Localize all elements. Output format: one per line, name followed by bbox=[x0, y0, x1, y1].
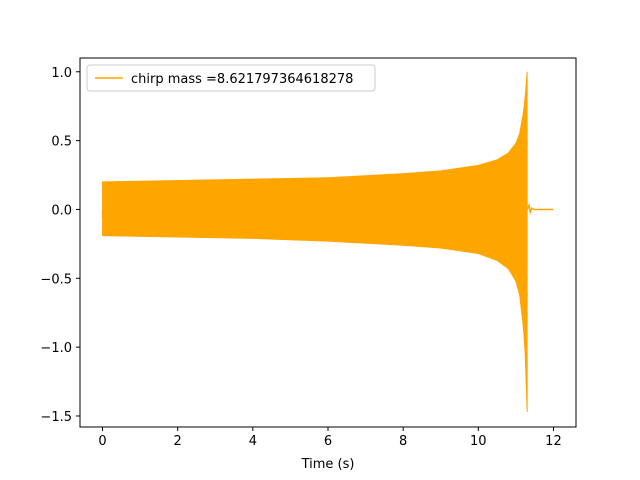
y-tick-label: −0.5 bbox=[40, 272, 72, 287]
y-tick-label: −1.5 bbox=[40, 410, 72, 425]
x-tick-label: 0 bbox=[98, 434, 106, 449]
y-tick-label: 0.5 bbox=[51, 135, 72, 150]
x-tick-label: 2 bbox=[174, 434, 182, 449]
x-tick-label: 10 bbox=[470, 434, 487, 449]
y-tick-label: −1.0 bbox=[40, 341, 72, 356]
x-tick-label: 6 bbox=[324, 434, 332, 449]
x-tick-label: 4 bbox=[249, 434, 257, 449]
legend-frame bbox=[86, 64, 376, 92]
series-tail bbox=[526, 202, 554, 216]
x-axis-ticks: 0 2 4 6 8 10 12 bbox=[98, 427, 562, 449]
x-tick-label: 12 bbox=[545, 434, 562, 449]
legend-label: chirp mass =8.621797364618278 bbox=[131, 72, 353, 87]
x-tick-label: 8 bbox=[399, 434, 407, 449]
y-tick-label: 0.0 bbox=[51, 203, 72, 218]
y-tick-label: 1.0 bbox=[51, 66, 72, 81]
legend: chirp mass =8.621797364618278 bbox=[86, 64, 376, 92]
series-chirp-band bbox=[102, 71, 528, 412]
x-axis-label: Time (s) bbox=[301, 457, 355, 472]
plot-series bbox=[101, 71, 554, 412]
y-axis-ticks: 1.0 0.5 0.0 −0.5 −1.0 −1.5 bbox=[40, 66, 80, 425]
